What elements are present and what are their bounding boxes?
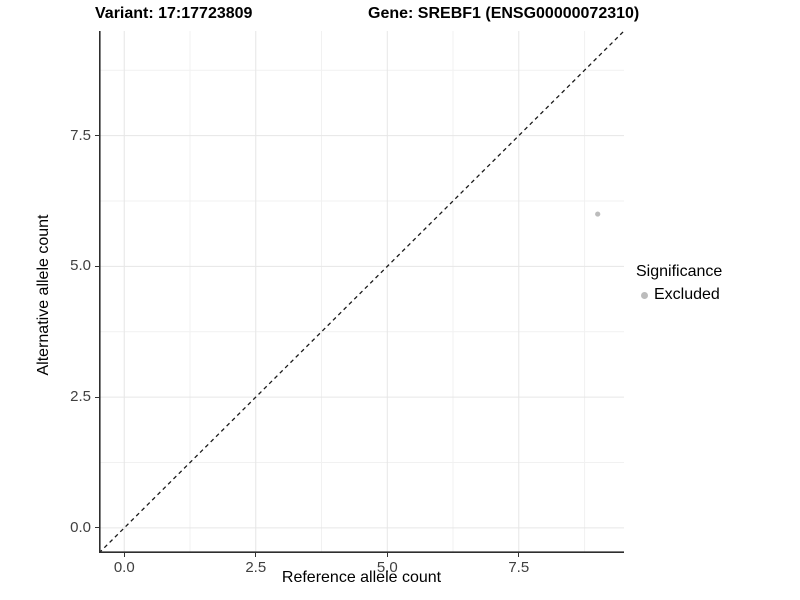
plot-title-variant: Variant: 17:17723809 <box>95 5 253 22</box>
y-tick-mark <box>95 135 99 137</box>
y-tick-mark <box>95 527 99 529</box>
identity-dashed-line <box>99 31 624 553</box>
legend-point-icon <box>641 291 648 299</box>
x-tick-label: 7.5 <box>508 559 530 576</box>
y-tick-mark <box>95 396 99 398</box>
legend-item-excluded: Excluded <box>636 286 722 304</box>
data-point <box>595 211 601 217</box>
y-tick-mark <box>95 265 99 267</box>
y-axis-title: Alternative allele count <box>35 214 52 376</box>
y-tick-label: 7.5 <box>70 126 91 144</box>
legend-title: Significance <box>636 263 723 280</box>
legend-item-label: Excluded <box>654 286 720 303</box>
x-tick-mark <box>255 553 257 557</box>
y-tick-label: 2.5 <box>70 388 91 406</box>
x-tick-label: 2.5 <box>245 559 267 576</box>
x-tick-label: 0.0 <box>113 559 135 576</box>
x-tick-label: 5.0 <box>376 559 398 576</box>
x-tick-mark <box>518 553 520 557</box>
plot-area-svg <box>99 31 624 553</box>
x-tick-mark <box>123 553 125 557</box>
y-tick-label: 0.0 <box>70 518 91 536</box>
legend: Significance Excluded <box>636 263 722 304</box>
x-axis-title: Reference allele count <box>281 569 442 586</box>
plot-title-gene: Gene: SREBF1 (ENSG00000072310) <box>368 5 640 22</box>
y-tick-label: 5.0 <box>70 257 91 275</box>
plot-panel <box>99 31 624 553</box>
x-tick-mark <box>386 553 388 557</box>
